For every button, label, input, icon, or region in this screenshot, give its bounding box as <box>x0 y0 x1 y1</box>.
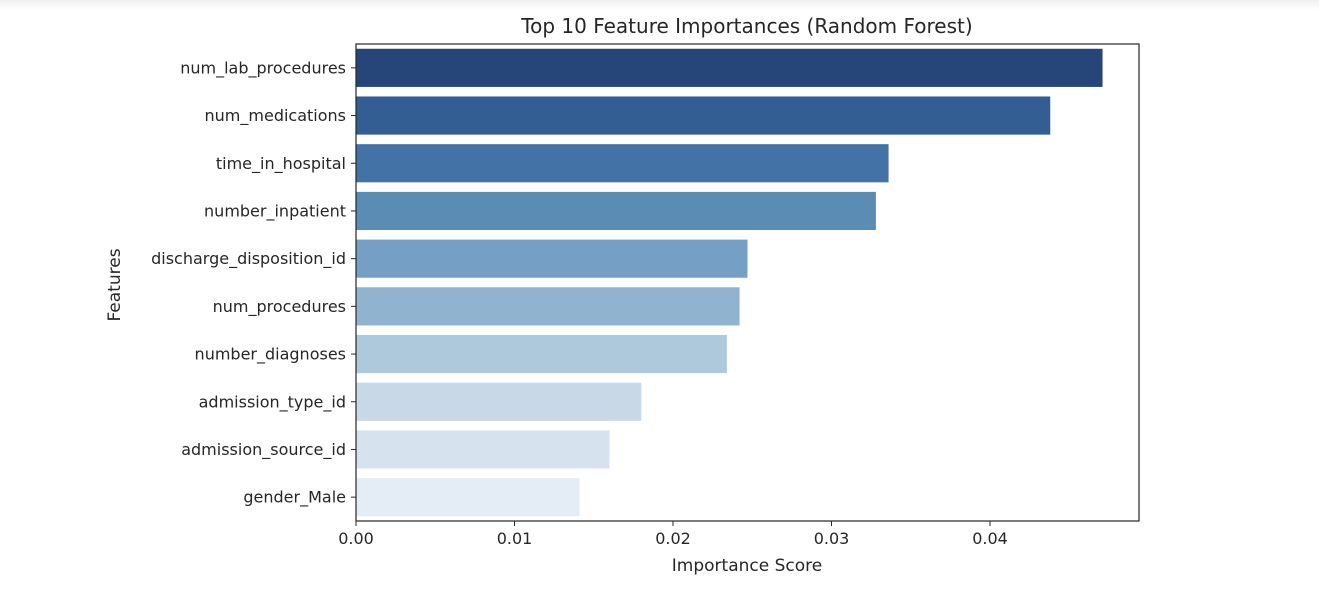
x-tick-label: 0.01 <box>497 529 533 548</box>
bar-number-inpatient <box>356 191 876 231</box>
bar-num-medications <box>356 96 1051 135</box>
bar-num-lab-procedures <box>356 48 1103 87</box>
x-tick-label: 0.03 <box>814 529 850 548</box>
x-tick-label: 0.02 <box>655 529 691 548</box>
y-tick-label: number_diagnoses <box>195 345 346 365</box>
chart-title: Top 10 Feature Importances (Random Fores… <box>520 14 972 38</box>
y-tick-label: time_in_hospital <box>216 154 346 174</box>
y-tick-label: num_medications <box>205 106 346 126</box>
axes-frame <box>355 43 1140 522</box>
bar-admission-source-id <box>356 430 610 469</box>
bars-group <box>356 48 1103 517</box>
y-tick-label: admission_source_id <box>181 440 346 460</box>
bar-admission-type-id <box>356 382 642 421</box>
y-tick-label: num_procedures <box>213 297 346 317</box>
y-tick-label: discharge_disposition_id <box>151 249 346 269</box>
bar-number-diagnoses <box>356 334 727 374</box>
bar-num-procedures <box>356 287 740 326</box>
y-tick-label: num_lab_procedures <box>180 58 346 78</box>
y-tick-labels: num_lab_procedures num_medications time_in… <box>151 58 356 508</box>
bar-time-in-hospital <box>356 144 889 183</box>
top-shadow-strip <box>0 0 1319 10</box>
bar-discharge-disposition-id <box>356 239 748 278</box>
x-ticks: 0.00 0.01 0.02 0.03 0.04 <box>338 521 1008 548</box>
x-axis-label: Importance Score <box>672 556 822 576</box>
x-tick-label: 0.04 <box>972 529 1008 548</box>
x-tick-label: 0.00 <box>338 529 374 548</box>
bar-gender-Male <box>356 478 580 517</box>
y-tick-label: number_inpatient <box>204 201 346 221</box>
y-axis-label: Features <box>105 248 125 321</box>
y-tick-label: gender_Male <box>243 488 346 508</box>
y-tick-label: admission_type_id <box>199 392 346 412</box>
